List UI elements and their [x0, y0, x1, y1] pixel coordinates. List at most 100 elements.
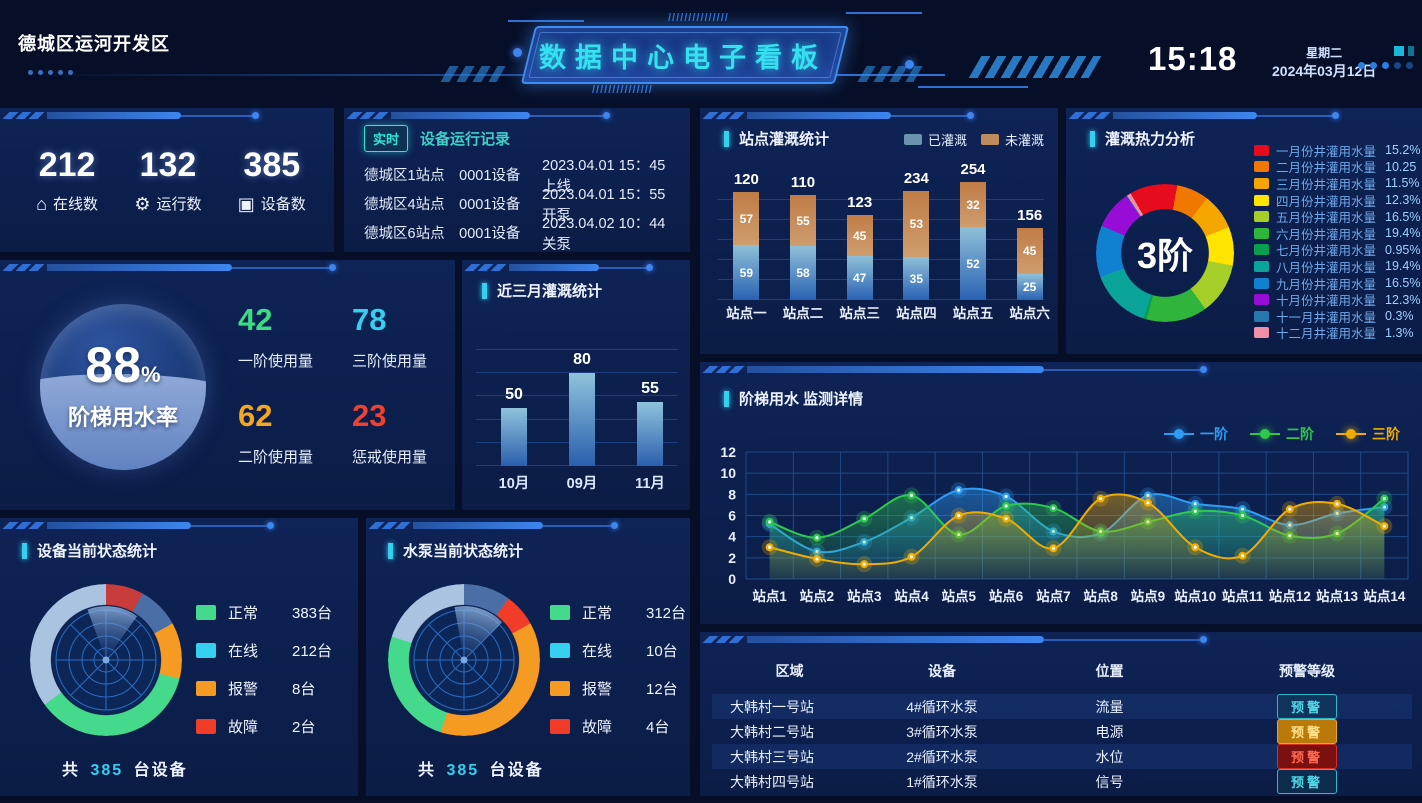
- record-site: 德城区4站点: [364, 197, 445, 213]
- x-axis-label: 站点二: [782, 306, 824, 321]
- bar-column[interactable]: 25 45 156 站点六: [1007, 166, 1053, 321]
- legend-item[interactable]: 正常 383台: [196, 602, 332, 623]
- table-row[interactable]: 大韩村三号站 2#循环水泵 水位 预警: [712, 744, 1412, 769]
- legend-item[interactable]: 二阶: [1250, 424, 1314, 444]
- chart-legend: 一阶 二阶 三阶: [1164, 424, 1400, 444]
- table-row[interactable]: 大韩村四号站 1#循环水泵 信号 预警: [712, 769, 1412, 794]
- bar-column[interactable]: 58 55 110 站点二: [780, 166, 826, 321]
- table-row[interactable]: 大韩村二号站 3#循环水泵 电源 预警: [712, 719, 1412, 744]
- legend-item[interactable]: 故障 2台: [196, 716, 315, 737]
- svg-text:8: 8: [728, 486, 736, 502]
- bar-segment-irrigated[interactable]: 59: [733, 245, 760, 300]
- legend-item[interactable]: 三阶: [1336, 424, 1400, 444]
- legend-item[interactable]: 四月份井灌用水量 12.3%: [1254, 192, 1420, 209]
- stat-label: ⌂ 在线数: [36, 193, 98, 214]
- cell-device: 2#循环水泵: [906, 748, 978, 765]
- bar-segment-irrigated[interactable]: 47: [846, 256, 873, 300]
- bar-column[interactable]: 59 57 120 站点一: [723, 166, 769, 321]
- bar-chart[interactable]: 50 10月 80 09月 55 11月: [476, 348, 678, 492]
- legend-item[interactable]: 十二月井灌用水量 1.3%: [1254, 325, 1418, 342]
- legend-value: 19.4%: [1385, 226, 1421, 241]
- legend-item[interactable]: 三月份井灌用水量 11.5%: [1254, 175, 1420, 192]
- bar-segment-unirrigated[interactable]: 32: [960, 182, 986, 227]
- legend-item[interactable]: 六月份井灌用水量 19.4%: [1254, 225, 1421, 242]
- bar[interactable]: [501, 408, 527, 466]
- legend-marker: [1164, 429, 1194, 439]
- table-row[interactable]: 大韩村一号站 4#循环水泵 流量 预警: [712, 694, 1412, 719]
- legend-item[interactable]: 十一月井灌用水量 0.3%: [1254, 308, 1418, 325]
- bar-segment-unirrigated[interactable]: 57: [733, 192, 760, 245]
- legend-item[interactable]: 在线 212台: [196, 640, 332, 661]
- bar-segment-unirrigated[interactable]: 45: [1016, 228, 1043, 274]
- bar-column[interactable]: 50 10月: [486, 350, 542, 492]
- panel-heat-analysis: 灌溉热力分析 3阶 一月份井灌用水量 15.2% 二月份井灌用水量 10.25 三月份井…: [1066, 108, 1422, 354]
- legend-item[interactable]: 九月份井灌用水量 16.5%: [1254, 275, 1420, 292]
- usage-label: 惩戒使用量: [352, 449, 428, 466]
- page-header: 德城区运河开发区 /////////////// ///////////////…: [0, 0, 1422, 104]
- line-chart[interactable]: 0 2 4 6 8 10 12 站点1 站点2 站点3 站点4 站点5 站点6 站点7 站点8 站点9 站点10…: [700, 442, 1422, 618]
- legend-item[interactable]: 十月份井灌用水量 12.3%: [1254, 291, 1420, 308]
- legend-item[interactable]: 报警 12台: [550, 678, 678, 699]
- table-header-cell[interactable]: 区域: [775, 663, 804, 679]
- record-row: 德城区4站点 0001设备 2023.04.01 15：55 开泵: [364, 187, 680, 224]
- bar-column[interactable]: 47 45 123 站点三: [837, 166, 883, 321]
- legend-item[interactable]: 在线 10台: [550, 640, 678, 661]
- bar-segment-irrigated[interactable]: 25: [1016, 274, 1043, 300]
- cell-device: 4#循环水泵: [906, 698, 978, 715]
- gridline: [718, 259, 1044, 260]
- legend-swatch: [903, 134, 922, 145]
- cell-area: 大韩村四号站: [730, 773, 814, 790]
- heat-donut-chart[interactable]: [1096, 184, 1234, 322]
- legend-item[interactable]: 已灌溉: [903, 130, 967, 149]
- stacked-bar-chart[interactable]: 59 57 120 站点一 58 55 110 站点二 47 45 123 站点三 35 53 234 站点四…: [718, 161, 1050, 321]
- legend-item[interactable]: 正常 312台: [550, 602, 686, 623]
- x-axis-label: 站点五: [952, 306, 994, 321]
- warning-badge[interactable]: 预警: [1277, 744, 1337, 769]
- legend-count: 312台: [646, 605, 687, 622]
- warning-badge[interactable]: 预警: [1277, 769, 1337, 794]
- gridline: [718, 279, 1044, 280]
- legend-item[interactable]: 报警 8台: [196, 678, 315, 699]
- gridline: [718, 219, 1044, 220]
- bar-segment-unirrigated[interactable]: 45: [846, 215, 873, 256]
- clock-time: 15:18: [1148, 40, 1238, 77]
- stat-label-text: 运行数: [156, 196, 202, 213]
- bar-segment-irrigated[interactable]: 58: [790, 246, 816, 300]
- table-header-cell[interactable]: 设备: [928, 663, 956, 679]
- usage-value: 23: [352, 398, 387, 433]
- stat-item: 212 ⌂ 在线数: [36, 146, 98, 214]
- bar[interactable]: [569, 373, 595, 466]
- legend-item[interactable]: 五月份井灌用水量 16.5%: [1254, 208, 1420, 225]
- bar-segment-irrigated[interactable]: 52: [960, 227, 986, 300]
- usage-label: 一阶使用量: [238, 353, 314, 370]
- legend-item[interactable]: 八月份井灌用水量 19.4%: [1254, 258, 1420, 275]
- bar-column[interactable]: 52 32 254 站点五: [950, 161, 996, 321]
- legend-label: 十二月井灌用水量: [1276, 327, 1377, 342]
- legend-count: 4台: [646, 719, 670, 736]
- warning-badge[interactable]: 预警: [1277, 694, 1337, 719]
- stat-item: 132 ⚙ 运行数: [134, 146, 201, 214]
- bar-column[interactable]: 80 09月: [554, 350, 610, 492]
- legend-item[interactable]: 未灌溉: [980, 130, 1044, 149]
- legend-item[interactable]: 一阶: [1164, 424, 1228, 444]
- bar-total-label: 120: [733, 171, 759, 188]
- stat-value: 212: [38, 146, 96, 184]
- bar-column[interactable]: 35 53 234 站点四: [893, 166, 939, 321]
- bar-segment-unirrigated[interactable]: 55: [790, 195, 816, 246]
- bar-segment-irrigated[interactable]: 35: [903, 257, 930, 300]
- bar-segment-unirrigated[interactable]: 53: [903, 191, 930, 257]
- svg-text:站点7: 站点7: [1036, 588, 1071, 604]
- bar[interactable]: [637, 402, 663, 466]
- table-header-cell[interactable]: 预警等级: [1279, 663, 1335, 679]
- legend-item[interactable]: 七月份井灌用水量 0.95%: [1254, 242, 1420, 258]
- table-header-cell[interactable]: 位置: [1095, 663, 1124, 679]
- legend-item[interactable]: 一月份井灌用水量 15.2%: [1254, 142, 1420, 159]
- water-label: 阶梯用水率: [67, 405, 178, 430]
- legend-item[interactable]: 二月份井灌用水量 10.25: [1254, 159, 1418, 175]
- bar-column[interactable]: 55 11月: [622, 350, 678, 492]
- warning-badge[interactable]: 预警: [1277, 719, 1337, 744]
- bar-value-label: 50: [505, 386, 523, 403]
- panel-device-status: 设备当前状态统计 正常 383台 在线 212台 报警 8台 故障 2台共 385 台设备: [0, 518, 358, 796]
- legend-label: 三月份井灌用水量: [1276, 177, 1377, 192]
- legend-item[interactable]: 故障 4台: [550, 716, 669, 737]
